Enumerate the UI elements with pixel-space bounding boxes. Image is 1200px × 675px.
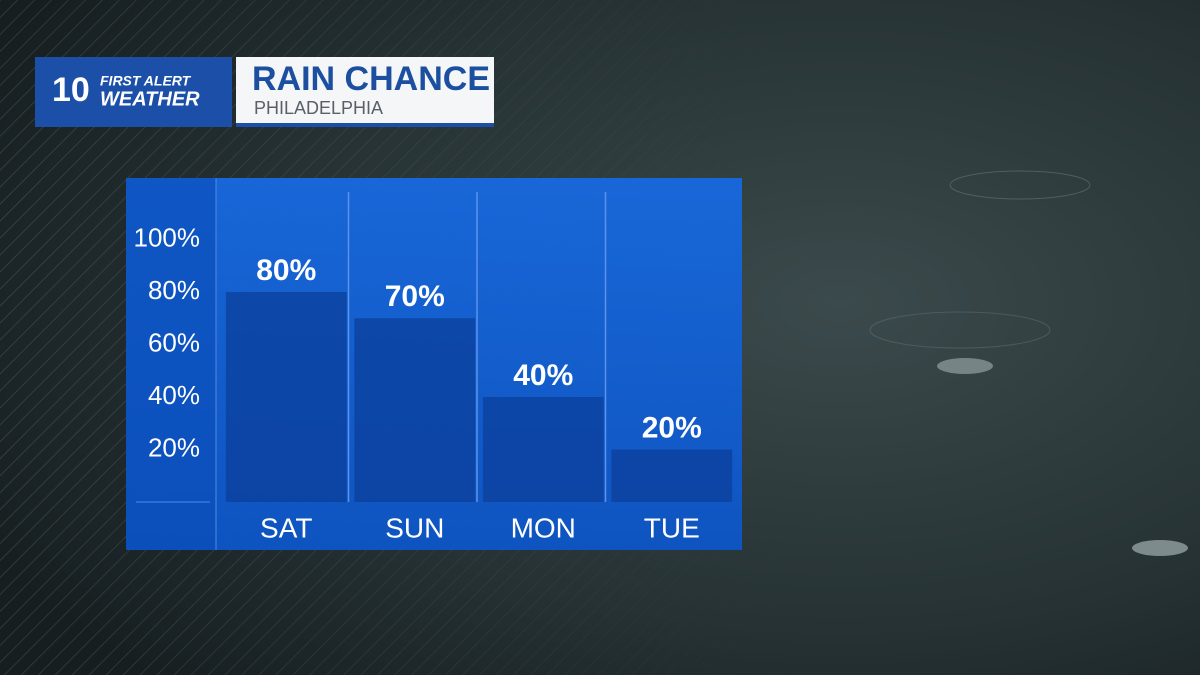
- logo-line2: WEATHER: [100, 88, 200, 110]
- plot: 20% 40% 60% 80% 100% SAT 80% SUN 70% MON 40% TUE 20%: [134, 192, 733, 543]
- logo-number: 10: [52, 71, 90, 109]
- drop: [937, 358, 993, 374]
- chart-subtitle: PHILADELPHIA: [254, 98, 383, 118]
- ripple: [949, 170, 1091, 200]
- y-tick-label: 60%: [148, 327, 200, 357]
- chart-title: RAIN CHANCE: [252, 60, 490, 98]
- bar: [225, 292, 347, 502]
- bar: [354, 318, 476, 502]
- x-tick-label: SAT: [260, 512, 312, 543]
- y-tick-label: 40%: [148, 380, 200, 410]
- value-label: 80%: [256, 254, 316, 287]
- logo-line1: FIRST ALERT: [100, 73, 192, 89]
- axis-panel: [126, 178, 216, 550]
- logo-box: [35, 57, 232, 127]
- y-tick-label: 80%: [148, 275, 200, 305]
- title-box: [236, 57, 494, 127]
- title-underline: [236, 123, 494, 127]
- bar: [482, 397, 604, 502]
- x-tick-label: SUN: [385, 512, 444, 543]
- value-label: 40%: [513, 359, 573, 392]
- y-tick-label: 20%: [148, 432, 200, 462]
- y-tick-label: 100%: [134, 222, 201, 252]
- drop: [1132, 540, 1188, 556]
- value-label: 20%: [642, 411, 702, 444]
- ripple: [869, 311, 1051, 349]
- value-label: 70%: [385, 280, 445, 313]
- x-tick-label: MON: [511, 512, 576, 543]
- x-tick-label: TUE: [644, 512, 700, 543]
- bar: [611, 449, 733, 502]
